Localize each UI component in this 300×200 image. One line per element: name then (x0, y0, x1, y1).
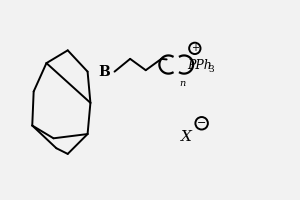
Text: PPh: PPh (188, 59, 212, 72)
Text: −: − (197, 118, 206, 128)
Text: n: n (179, 79, 186, 88)
Text: X: X (182, 130, 192, 144)
Text: B: B (99, 65, 110, 79)
Text: 3: 3 (208, 65, 214, 74)
Text: +: + (191, 43, 199, 53)
